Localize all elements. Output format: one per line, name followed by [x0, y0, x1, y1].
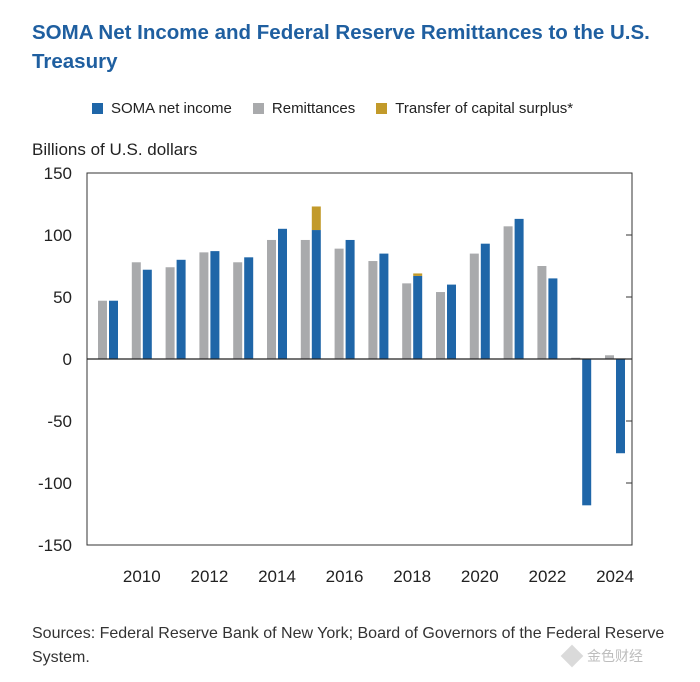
- bar-soma-2021: [514, 218, 524, 359]
- watermark-text: 金色财经: [587, 648, 643, 664]
- x-tick-label: 2022: [528, 567, 566, 586]
- bar-soma-2024: [616, 359, 625, 454]
- bar-remittances-2021: [503, 226, 513, 359]
- x-tick-label: 2020: [461, 567, 499, 586]
- legend-label-transfer: Transfer of capital surplus*: [395, 99, 574, 117]
- bar-soma-2012: [210, 251, 220, 359]
- bar-soma-2009: [109, 300, 118, 359]
- bar-soma-2013: [244, 257, 254, 359]
- legend-item-soma: SOMA net income: [92, 100, 232, 117]
- bar-soma-2016: [345, 239, 355, 359]
- bar-remittances-2009: [98, 300, 107, 359]
- bar-soma-2018: [413, 275, 423, 359]
- bar-remittances-2013: [233, 262, 243, 359]
- bar-remittances-2018: [402, 283, 412, 359]
- legend-swatch-remittances: [252, 102, 264, 114]
- y-tick-label: -100: [38, 474, 72, 493]
- bar-soma-2011: [176, 259, 186, 359]
- watermark: 金色财经: [560, 644, 643, 668]
- bar-soma-2015: [311, 230, 321, 359]
- x-axis: 2010 2012 2014 2016 2018 2020 2022 2024: [123, 567, 634, 586]
- x-tick-label: 2010: [123, 567, 161, 586]
- x-tick-label: 2024: [596, 567, 634, 586]
- x-tick-label: 2012: [190, 567, 228, 586]
- bar-soma-2020: [480, 243, 490, 359]
- legend-swatch-transfer: [376, 102, 388, 114]
- bar-remittances-2014: [267, 239, 276, 359]
- y-tick-label: -150: [38, 536, 72, 555]
- bar-remittances-2022: [537, 266, 547, 359]
- bar-remittances-2011: [165, 267, 175, 359]
- bar-soma-2019: [447, 284, 456, 359]
- bar-remittances-2023: [571, 357, 581, 359]
- bar-remittances-2017: [368, 261, 378, 359]
- bar-soma-2022: [548, 278, 558, 359]
- y-axis: 150 100 50 0 -50 -100 -150: [38, 164, 632, 555]
- bar-remittances-2019: [436, 292, 445, 359]
- bar-remittances-2010: [131, 262, 141, 359]
- bar-soma-2023: [582, 359, 592, 506]
- x-tick-label: 2016: [326, 567, 364, 586]
- bars-group: [98, 206, 625, 506]
- legend-label-remittances: Remittances: [271, 99, 356, 117]
- legend-swatch-soma: [92, 102, 103, 114]
- bar-soma-2017: [379, 253, 389, 359]
- legend-item-transfer: Transfer of capital surplus*: [376, 100, 573, 117]
- x-tick-label: 2018: [393, 567, 431, 586]
- chart-title: SOMA Net Income and Federal Reserve Remi…: [32, 21, 650, 73]
- legend: SOMA net income Remittances Transfer of …: [92, 98, 594, 118]
- y-tick-label: -50: [47, 412, 72, 431]
- bar-transfer-2015: [311, 206, 321, 231]
- y-tick-label: 0: [63, 350, 72, 369]
- source-note: Sources: Federal Reserve Bank of New Yor…: [32, 625, 665, 666]
- bar-remittances-2020: [469, 253, 479, 359]
- y-tick-label: 50: [53, 288, 72, 307]
- watermark-logo-icon: [560, 644, 584, 668]
- bar-soma-2014: [278, 228, 287, 359]
- bar-soma-2010: [142, 269, 152, 359]
- y-axis-label: Billions of U.S. dollars: [32, 140, 198, 159]
- bar-transfer-2018: [413, 273, 423, 276]
- legend-label-soma: SOMA net income: [111, 99, 232, 117]
- bar-remittances-2015: [300, 239, 310, 359]
- bar-remittances-2016: [334, 248, 344, 359]
- bar-remittances-2024: [605, 355, 614, 359]
- y-tick-label: 100: [44, 226, 72, 245]
- legend-item-remittances: Remittances: [252, 99, 356, 117]
- bar-remittances-2012: [199, 252, 209, 359]
- y-tick-label: 150: [44, 164, 72, 183]
- x-tick-label: 2014: [258, 567, 296, 586]
